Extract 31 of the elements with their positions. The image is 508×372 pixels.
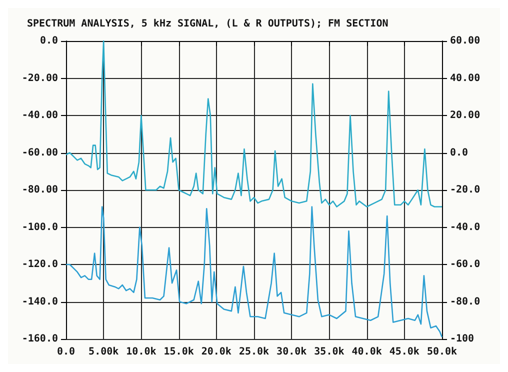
x-tick-label: 40.0k bbox=[352, 346, 382, 358]
y2-tick-label: -40.0 bbox=[450, 222, 480, 233]
x-tick-label: 50.0k bbox=[426, 346, 458, 358]
chart-title: SPECTRUM ANALYSIS, 5 kHz SIGNAL, (L & R OUTPUTS); FM SECTION bbox=[27, 18, 388, 30]
y2-tick-label: 20.00 bbox=[450, 110, 480, 121]
x-tick-label: 35.0k bbox=[314, 346, 344, 358]
y2-tick-label: -60.0 bbox=[450, 259, 480, 270]
y2-tick-label: 60.00 bbox=[450, 36, 480, 46]
y-tick-label: -160.0 bbox=[22, 334, 58, 344]
y-tick-label: -120.0 bbox=[22, 259, 58, 270]
y2-tick-label: 40.00 bbox=[450, 72, 480, 84]
y-tick-label: -20.00 bbox=[22, 72, 58, 84]
y2-tick-label: -100 bbox=[450, 334, 474, 344]
y2-tick-label: -20.0 bbox=[450, 184, 480, 196]
y-tick-label: -40.00 bbox=[22, 110, 58, 121]
x-tick-label: 0.0 bbox=[56, 346, 76, 358]
y2-tick-label: 0.0 bbox=[450, 147, 468, 158]
y-tick-label: -140.0 bbox=[22, 296, 58, 308]
y-tick-label: 0.0 bbox=[40, 36, 58, 46]
y-tick-label: -60.00 bbox=[22, 147, 58, 158]
y2-tick-label: -80.0 bbox=[450, 296, 480, 308]
x-tick-label: 45.0k bbox=[389, 346, 420, 358]
line-series bbox=[65, 206, 443, 338]
x-tick-label: 10.0k bbox=[126, 346, 156, 358]
x-tick-label: 15.0k bbox=[164, 346, 194, 358]
y-tick-label: -80.00 bbox=[22, 184, 58, 196]
y-tick-label: -100.0 bbox=[22, 222, 58, 233]
x-tick-label: 5.00k bbox=[88, 346, 119, 358]
x-tick-label: 20.0k bbox=[201, 346, 232, 358]
x-tick-label: 25.0k bbox=[238, 346, 270, 358]
x-tick-label: 30.0k bbox=[276, 346, 307, 358]
